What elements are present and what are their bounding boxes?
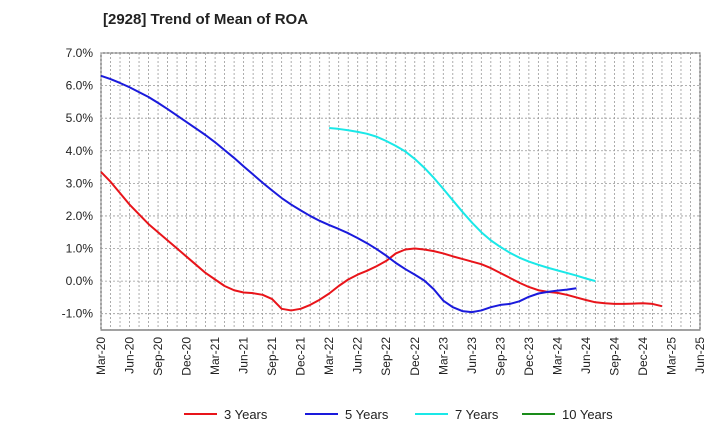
y-tick-label: 6.0% xyxy=(66,79,94,93)
y-tick-label: -1.0% xyxy=(62,307,94,321)
x-tick-label: Dec-21 xyxy=(294,337,308,376)
y-tick-label: 7.0% xyxy=(66,46,94,60)
y-tick-label: 1.0% xyxy=(66,242,94,256)
x-tick-label: Jun-22 xyxy=(351,337,365,374)
x-tick-label: Dec-22 xyxy=(408,337,422,376)
series-line-5-years xyxy=(100,74,577,314)
legend-item: 5 Years xyxy=(305,407,389,422)
series-lines xyxy=(100,74,663,314)
x-tick-label: Jun-21 xyxy=(237,337,251,374)
legend-label: 5 Years xyxy=(345,407,389,422)
legend-item: 7 Years xyxy=(415,407,499,422)
x-tick-label: Mar-25 xyxy=(664,337,678,375)
legend-item: 10 Years xyxy=(522,407,613,422)
x-tick-label: Mar-20 xyxy=(94,337,108,375)
series-line-7-years xyxy=(329,126,596,283)
y-axis: -1.0% 0.0% 1.0% 2.0% 3.0% 4.0% 5.0% 6.0% 7.0% xyxy=(62,46,94,321)
x-tick-label: Sep-22 xyxy=(379,337,393,376)
x-tick-label: Sep-21 xyxy=(265,337,279,376)
x-tick-label: Dec-24 xyxy=(636,337,650,376)
chart-title: [2928] Trend of Mean of ROA xyxy=(103,11,308,28)
series-line-3-years xyxy=(100,171,663,312)
y-tick-label: 5.0% xyxy=(66,111,94,125)
legend-label: 3 Years xyxy=(224,407,268,422)
x-tick-label: Sep-20 xyxy=(151,337,165,376)
x-tick-label: Mar-22 xyxy=(322,337,336,375)
x-tick-label: Jun-25 xyxy=(693,337,707,374)
x-axis: Mar-20 Jun-20 Sep-20 Dec-20 Mar-21 Jun-21 Sep-… xyxy=(94,337,707,376)
legend-label: 10 Years xyxy=(562,407,613,422)
plot-frame xyxy=(100,52,701,331)
x-tick-label: Sep-24 xyxy=(607,337,621,376)
x-tick-label: Jun-24 xyxy=(579,337,593,374)
y-tick-label: 3.0% xyxy=(66,176,94,190)
x-tick-label: Sep-23 xyxy=(493,337,507,376)
x-tick-label: Dec-23 xyxy=(522,337,536,376)
x-tick-label: Dec-20 xyxy=(180,337,194,376)
y-tick-label: 0.0% xyxy=(66,274,94,288)
x-tick-label: Jun-20 xyxy=(123,337,137,374)
y-tick-label: 4.0% xyxy=(66,144,94,158)
x-tick-label: Jun-23 xyxy=(465,337,479,374)
x-tick-label: Mar-23 xyxy=(436,337,450,375)
legend: 3 Years 5 Years 7 Years 10 Years xyxy=(184,407,613,422)
x-tick-label: Mar-21 xyxy=(208,337,222,375)
plot-area xyxy=(100,52,701,331)
y-tick-label: 2.0% xyxy=(66,209,94,223)
legend-label: 7 Years xyxy=(455,407,499,422)
legend-item: 3 Years xyxy=(184,407,268,422)
x-tick-label: Mar-24 xyxy=(550,337,564,375)
